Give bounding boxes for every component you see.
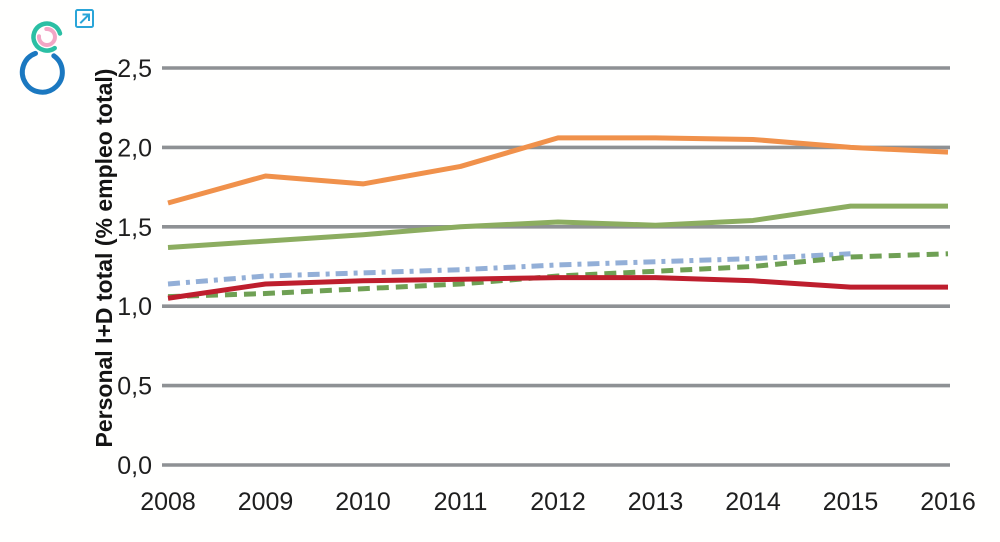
logo-middle-arc [31, 21, 63, 53]
x-tick-label: 2011 [434, 488, 488, 516]
y-tick-label: 2,0 [117, 134, 152, 162]
blue-dash-dot-line[interactable] [167, 251, 851, 287]
y-axis-title: Personal I+D total (% empleo total) [91, 69, 117, 448]
y-tick-label: 2,5 [117, 55, 152, 83]
logo-outer-arc [19, 50, 65, 95]
x-tick-label: 2016 [920, 488, 976, 516]
x-tick-label: 2008 [140, 488, 196, 516]
gridlines [162, 66, 950, 467]
app-logo[interactable] [19, 21, 65, 95]
y-tick-label: 0,5 [117, 373, 152, 401]
y-tick-label: 0,0 [117, 452, 152, 480]
x-axis-tick-labels: 2008 2009 2010 2011 2012 2013 2014 2015 2016 [140, 488, 976, 516]
x-tick-label: 2010 [335, 488, 391, 516]
x-tick-label: 2012 [530, 488, 586, 516]
external-link-icon[interactable] [75, 9, 94, 28]
data-series [167, 135, 949, 301]
orange-solid-line[interactable] [167, 135, 949, 206]
y-axis-tick-labels: 2,5 2,0 1,5 1,0 0,5 0,0 [117, 55, 152, 480]
external-link-arrow [79, 13, 90, 24]
x-tick-label: 2009 [238, 488, 294, 516]
red-solid-line[interactable] [167, 275, 948, 301]
x-tick-label: 2014 [725, 488, 781, 516]
logo-inner-arc [37, 27, 57, 47]
y-tick-label: 1,5 [117, 214, 152, 242]
x-tick-label: 2013 [628, 488, 684, 516]
x-tick-label: 2015 [823, 488, 879, 516]
y-tick-label: 1,0 [117, 293, 152, 321]
green-solid-line[interactable] [167, 203, 948, 250]
